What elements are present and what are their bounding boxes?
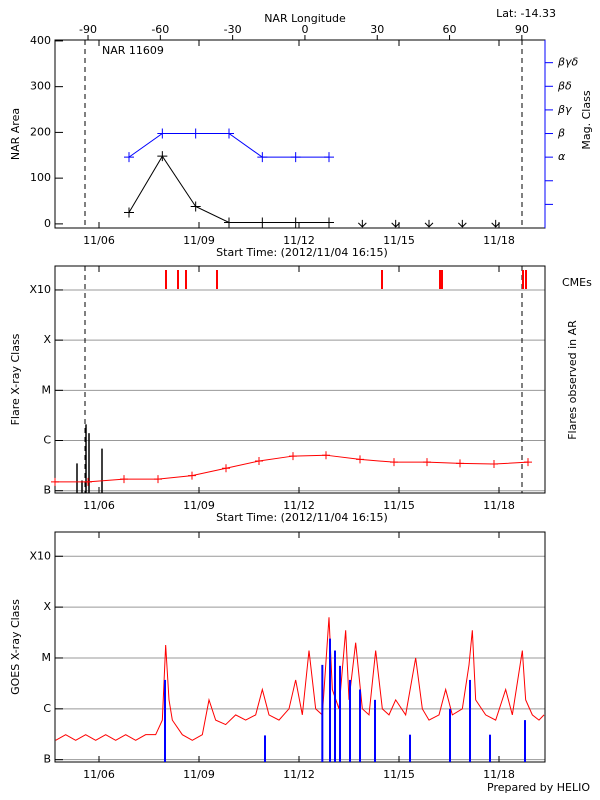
y-axis-title: GOES X-ray Class [9,599,22,695]
y-tick-label: C [43,702,51,715]
plot-frame [54,265,546,494]
y-tick-label: M [42,383,52,396]
data-point [157,128,168,139]
upper-limit [457,219,467,228]
data-point [257,217,268,228]
x-tick-label: 11/18 [483,768,515,781]
data-point [257,152,268,163]
data-point [190,201,201,212]
data-point [224,217,234,228]
data-point [154,475,162,484]
y-tick-label: B [43,484,51,497]
x-tick-label: 11/12 [283,499,315,512]
y-tick-label: B [43,753,51,766]
y-tick-label: X10 [29,549,51,562]
x-tick-label: 11/18 [483,499,515,512]
data-point [124,152,134,163]
x-axis-title: Start Time: (2012/11/04 16:15) [216,246,388,259]
y-tick-label: 100 [30,171,51,184]
y-tick-label: M [42,651,52,664]
data-point [190,128,201,139]
x2-tick-label: 30 [370,23,384,36]
y-tick-label: 400 [30,34,51,47]
data-point [51,477,59,486]
x-tick-label: 11/15 [383,768,415,781]
x-tick-label: 11/06 [83,768,115,781]
data-point [157,151,168,162]
data-point [356,455,364,464]
y-tick-label: X [43,600,51,613]
data-point [390,458,398,467]
data-point [290,217,301,228]
data-point [289,452,297,461]
y-tick-label: X10 [29,283,51,296]
data-point [188,471,196,480]
y2-tick-label: β [557,127,565,140]
x-tick-label: 11/15 [383,234,415,247]
data-point [490,460,498,469]
x2-tick-label: 0 [301,23,308,36]
data-point [84,477,92,486]
cme-label: CMEs [562,276,592,289]
upper-limit [357,219,367,228]
data-point [124,207,134,218]
y-tick-label: C [43,434,51,447]
data-point [456,459,464,468]
data-point [222,464,230,473]
data-point [120,475,128,484]
data-point [524,458,532,467]
data-point [224,128,234,139]
y2-tick-label: βδ [557,79,572,92]
y2-tick-label: βγδ [557,56,579,69]
y2-axis-title: Flares observed in AR [566,320,579,440]
x2-tick-label: 60 [443,23,457,36]
y2-axis-title: Mag. Class [580,90,593,149]
x-tick-label: 11/09 [183,768,215,781]
x2-tick-label: 90 [515,23,529,36]
y-axis-title: NAR Area [9,108,22,160]
x-tick-label: 11/06 [83,234,115,247]
upper-limit [391,219,401,228]
x-tick-label: 11/12 [283,234,315,247]
data-point [322,451,330,460]
data-point [290,152,301,163]
x-axis-title: Start Time: (2012/11/04 16:15) [216,511,388,524]
data-point [423,458,431,467]
footer: Prepared by HELIO [487,781,590,794]
x-tick-label: 11/06 [83,499,115,512]
y2-tick-label: α [558,150,566,163]
upper-limit [424,219,434,228]
x-tick-label: 11/12 [283,768,315,781]
x-tick-label: 11/09 [183,234,215,247]
x2-tick-label: -30 [224,23,242,36]
x-tick-label: 11/18 [483,234,515,247]
y-tick-label: X [43,333,51,346]
x2-tick-label: -90 [79,23,97,36]
x2-tick-label: -60 [151,23,169,36]
x-tick-label: 11/09 [183,499,215,512]
data-point [324,152,334,163]
data-point [255,457,263,466]
y-tick-label: 300 [30,80,51,93]
latitude: Lat: -14.33 [496,7,556,20]
y-tick-label: 200 [30,125,51,138]
x2-axis-title: NAR Longitude [264,12,346,25]
y2-tick-label: βγ [557,103,572,116]
x-tick-label: 11/15 [383,499,415,512]
panel-title: NAR 11609 [102,44,164,57]
y-tick-label: 0 [44,217,51,230]
y-axis-title: Flare X-ray Class [9,333,22,425]
plot-frame [54,531,546,763]
data-point [324,217,334,228]
upper-limit [491,219,501,228]
